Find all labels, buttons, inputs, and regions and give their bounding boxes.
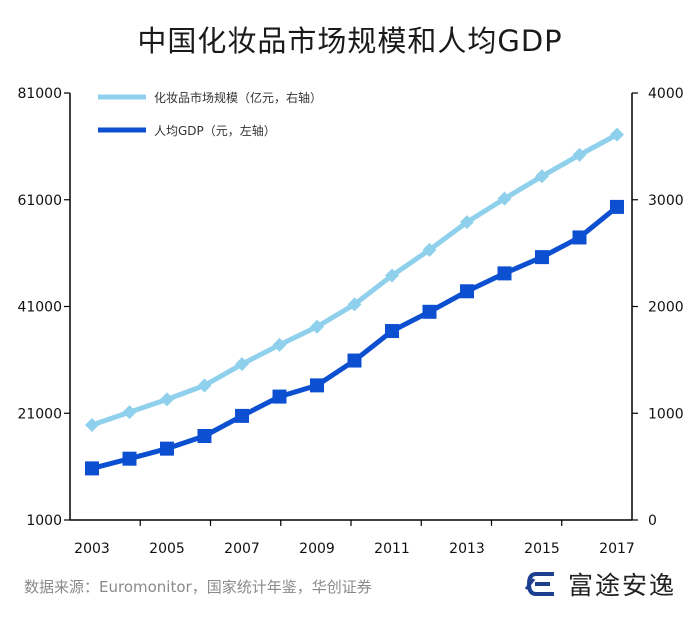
- x-tick-label: 2011: [374, 541, 410, 557]
- right-tick-label: 1000: [648, 406, 684, 422]
- data-point: [197, 378, 212, 393]
- series-line-1: [91, 204, 619, 471]
- data-point: [497, 266, 512, 281]
- chart-axes: 1000 21000 41000 61000 81000 0 1000 2000 3000 400…: [17, 86, 683, 557]
- legend-label: 化妆品市场规模（亿元，右轴）: [154, 90, 322, 105]
- data-point: [122, 405, 137, 420]
- x-tick-label: 2005: [149, 541, 185, 557]
- data-point: [422, 242, 437, 257]
- futu-logo-icon: [524, 572, 554, 596]
- x-tick-label: 2015: [524, 541, 560, 557]
- data-point: [385, 324, 399, 339]
- data-point: [347, 353, 362, 368]
- right-tick-label: 0: [648, 513, 657, 529]
- data-point: [422, 304, 437, 319]
- data-point: [460, 215, 474, 230]
- x-tick-label: 2009: [299, 541, 335, 557]
- data-point: [85, 461, 99, 476]
- data-point: [535, 169, 549, 184]
- x-tick-label: 2013: [449, 541, 485, 557]
- data-point: [385, 268, 399, 283]
- data-point: [160, 441, 174, 456]
- data-point: [310, 378, 324, 393]
- left-tick-label: 21000: [17, 406, 62, 422]
- data-point: [160, 392, 174, 407]
- data-point: [610, 127, 624, 142]
- chart-legend: 化妆品市场规模（亿元，右轴） 人均GDP（元，左轴）: [98, 90, 322, 138]
- x-tick-label: 2017: [599, 541, 635, 557]
- x-tick-label: 2003: [74, 541, 110, 557]
- right-tick-label: 3000: [648, 193, 684, 209]
- data-point: [347, 297, 362, 312]
- source-note: 数据来源：Euromonitor，国家统计年鉴，华创证券: [24, 578, 372, 596]
- chart-series: [85, 127, 624, 476]
- data-point: [272, 389, 287, 404]
- line-chart: 1000 21000 41000 61000 81000 0 1000 2000 3000 400…: [17, 86, 683, 557]
- data-point: [310, 319, 324, 334]
- x-tick-label: 2007: [224, 541, 260, 557]
- chart-title: 中国化妆品市场规模和人均GDP: [137, 24, 563, 58]
- left-tick-label: 1000: [26, 513, 62, 529]
- brand-logo: 富途安逸: [524, 566, 676, 602]
- left-tick-label: 61000: [17, 193, 62, 209]
- data-point: [85, 417, 99, 432]
- data-point: [572, 147, 587, 162]
- brand-name: 富途安逸: [568, 571, 677, 600]
- legend-label: 人均GDP（元，左轴）: [154, 123, 276, 138]
- data-point: [610, 199, 624, 214]
- data-point: [122, 451, 137, 466]
- right-tick-label: 2000: [648, 300, 684, 316]
- data-point: [272, 337, 287, 352]
- data-point: [235, 357, 249, 372]
- left-tick-label: 81000: [17, 86, 62, 102]
- left-tick-label: 41000: [17, 300, 62, 316]
- data-point: [535, 250, 549, 265]
- data-point: [460, 284, 474, 299]
- data-point: [235, 408, 249, 423]
- right-tick-label: 4000: [648, 86, 684, 102]
- data-point: [497, 191, 512, 206]
- data-point: [197, 428, 212, 443]
- data-point: [572, 230, 587, 245]
